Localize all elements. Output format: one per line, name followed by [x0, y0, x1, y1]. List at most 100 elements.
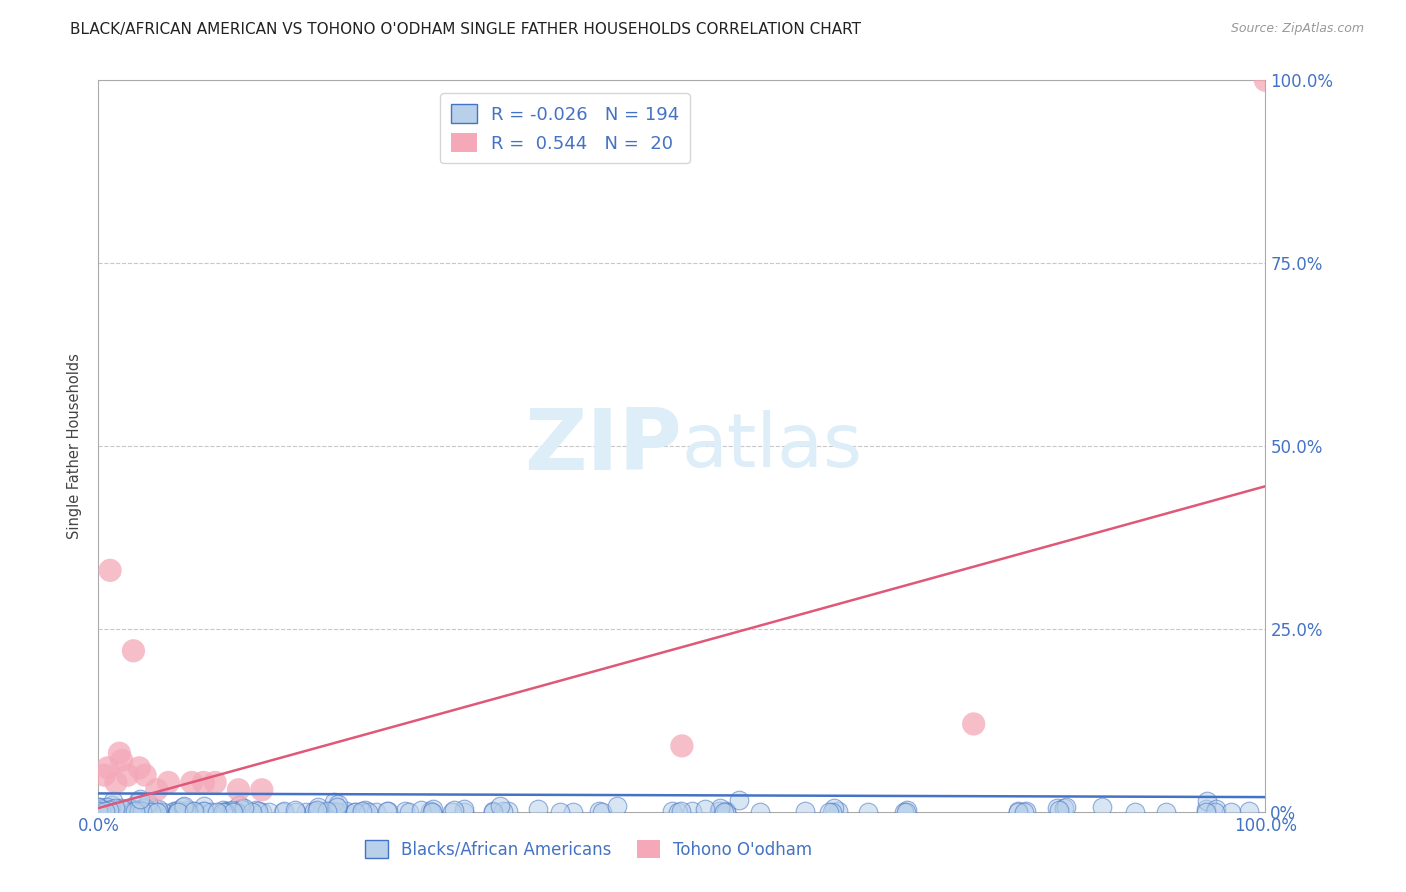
Point: [709, 804, 731, 818]
Point: [749, 805, 772, 819]
Point: [103, 805, 125, 819]
Point: [101, 797, 124, 812]
Point: [409, 803, 432, 817]
Point: [87, 801, 110, 815]
Point: [496, 804, 519, 818]
Point: [231, 802, 253, 816]
Point: [132, 801, 155, 815]
Point: [1197, 793, 1219, 807]
Point: [90, 803, 112, 817]
Point: [91, 805, 114, 819]
Point: [104, 801, 127, 815]
Point: [305, 805, 328, 819]
Point: [193, 799, 215, 814]
Point: [180, 775, 202, 789]
Point: [89, 804, 111, 818]
Point: [666, 805, 689, 819]
Point: [240, 805, 263, 819]
Point: [315, 804, 337, 818]
Point: [962, 717, 984, 731]
Point: [152, 805, 174, 819]
Point: [422, 802, 444, 816]
Point: [207, 805, 229, 819]
Point: [453, 802, 475, 816]
Point: [111, 805, 134, 819]
Point: [215, 804, 238, 818]
Point: [87, 805, 110, 819]
Point: [219, 805, 242, 819]
Point: [90, 805, 112, 819]
Point: [1237, 804, 1260, 818]
Point: [353, 803, 375, 817]
Point: [307, 799, 329, 814]
Point: [177, 805, 200, 819]
Point: [187, 805, 209, 819]
Point: [284, 803, 307, 817]
Point: [128, 804, 150, 818]
Point: [1015, 805, 1038, 819]
Point: [394, 804, 416, 818]
Point: [117, 801, 139, 815]
Point: [357, 805, 380, 819]
Point: [183, 804, 205, 818]
Point: [98, 563, 121, 577]
Point: [1220, 805, 1243, 819]
Point: [122, 805, 145, 819]
Point: [350, 805, 373, 819]
Point: [87, 800, 110, 814]
Point: [101, 805, 124, 819]
Point: [93, 768, 115, 782]
Point: [110, 801, 132, 815]
Point: [193, 775, 215, 789]
Point: [214, 805, 236, 819]
Point: [492, 805, 515, 819]
Point: [894, 805, 917, 819]
Point: [1047, 804, 1070, 818]
Point: [344, 805, 367, 819]
Point: [273, 804, 295, 818]
Point: [131, 805, 153, 819]
Point: [714, 805, 737, 819]
Point: [827, 805, 849, 819]
Point: [661, 805, 683, 819]
Point: [245, 803, 267, 817]
Point: [323, 795, 346, 809]
Point: [295, 805, 318, 819]
Point: [250, 782, 273, 797]
Point: [326, 797, 349, 812]
Point: [1205, 802, 1227, 816]
Point: [226, 805, 249, 819]
Point: [141, 805, 163, 819]
Point: [167, 803, 190, 817]
Point: [204, 775, 226, 789]
Point: [97, 805, 120, 819]
Point: [257, 805, 280, 819]
Point: [228, 798, 250, 813]
Point: [138, 805, 160, 819]
Point: [250, 805, 273, 819]
Point: [221, 804, 243, 818]
Point: [134, 768, 156, 782]
Point: [90, 805, 112, 819]
Point: [323, 805, 346, 819]
Point: [821, 805, 844, 819]
Point: [335, 804, 357, 818]
Point: [1195, 802, 1218, 816]
Point: [695, 802, 717, 816]
Point: [122, 804, 145, 818]
Point: [489, 799, 512, 814]
Point: [97, 761, 120, 775]
Point: [89, 802, 111, 816]
Point: [352, 805, 374, 819]
Point: [453, 805, 475, 819]
Point: [443, 803, 465, 817]
Text: atlas: atlas: [682, 409, 863, 483]
Point: [319, 804, 342, 818]
Point: [87, 805, 110, 819]
Point: [422, 805, 444, 819]
Point: [135, 805, 157, 819]
Point: [184, 805, 207, 819]
Point: [127, 804, 149, 818]
Point: [1046, 801, 1069, 815]
Point: [222, 805, 245, 819]
